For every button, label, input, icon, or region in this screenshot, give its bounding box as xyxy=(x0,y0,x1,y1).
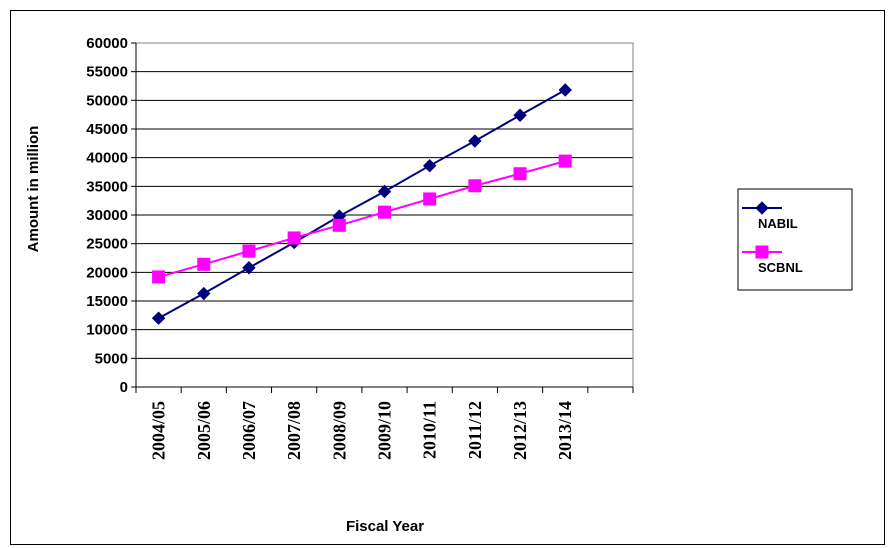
data-point-diamond xyxy=(197,286,211,301)
data-point-diamond xyxy=(377,184,392,199)
x-axis-title: Fiscal Year xyxy=(346,518,424,535)
data-point-diamond xyxy=(558,83,572,97)
x-tick-label: 2005/06 xyxy=(194,401,214,460)
line-chart: 0 5000 10000 15000 20000 25000 30000 35000 40000… xyxy=(25,35,853,535)
data-point-square xyxy=(152,270,166,284)
data-point-square xyxy=(423,192,437,206)
y-tick-label: 25000 xyxy=(86,236,128,253)
x-tick-label: 2009/10 xyxy=(375,401,395,460)
data-point-diamond xyxy=(151,311,166,325)
x-tick-label: 2012/13 xyxy=(510,401,530,460)
y-tick-label: 60000 xyxy=(86,35,128,52)
data-point-square xyxy=(287,231,301,245)
legend-marker-diamond xyxy=(755,201,769,215)
legend-entries: NABIL SCBNL xyxy=(742,201,803,275)
data-point-square xyxy=(242,244,256,258)
x-tick-label: 2011/12 xyxy=(465,401,485,459)
x-tick-label: 2010/11 xyxy=(420,401,440,459)
x-tick-label: 2007/08 xyxy=(284,401,304,460)
legend: NABIL SCBNL xyxy=(737,188,853,291)
legend-box xyxy=(737,188,853,291)
series xyxy=(151,83,572,325)
series-line xyxy=(158,160,566,278)
y-tick-label: 55000 xyxy=(86,64,128,81)
data-point-diamond xyxy=(242,261,256,275)
legend-marker-square xyxy=(755,245,769,259)
y-tick-label: 20000 xyxy=(86,264,128,281)
data-point-square xyxy=(197,257,211,271)
y-axis-title: Amount in million xyxy=(25,126,42,253)
data-point-square xyxy=(378,205,391,219)
y-tick-label: 35000 xyxy=(86,178,128,195)
chart-frame: 0 5000 10000 15000 20000 25000 30000 35000 40000… xyxy=(10,10,885,545)
x-tick-labels: 2004/05 2005/06 2006/07 2007/08 2008/09 2009/… xyxy=(149,401,576,460)
series-scbnl xyxy=(152,154,572,284)
legend-entry: NABIL xyxy=(742,201,798,231)
data-point-diamond xyxy=(468,134,482,148)
y-tick-label: 50000 xyxy=(86,92,128,109)
y-tick-label: 15000 xyxy=(86,293,128,310)
x-tick-label: 2013/14 xyxy=(555,401,575,460)
data-point-square xyxy=(558,154,572,168)
gridlines xyxy=(136,42,633,359)
axes xyxy=(131,42,634,393)
series-line xyxy=(158,89,566,320)
legend-label: SCBNL xyxy=(758,260,803,275)
y-tick-label: 40000 xyxy=(86,150,128,167)
y-tick-label: 10000 xyxy=(86,322,128,339)
x-tick-label: 2004/05 xyxy=(149,401,169,460)
y-tick-labels: 0 5000 10000 15000 20000 25000 30000 35000 40000… xyxy=(86,35,128,396)
y-tick-label: 45000 xyxy=(86,121,128,138)
data-point-diamond xyxy=(513,108,527,122)
data-point-square xyxy=(513,167,527,181)
data-point-square xyxy=(468,179,482,193)
x-tick-label: 2008/09 xyxy=(329,401,349,460)
y-tick-label: 5000 xyxy=(95,350,128,367)
legend-entry: SCBNL xyxy=(742,245,803,275)
data-point-diamond xyxy=(422,158,437,173)
x-tick-label: 2006/07 xyxy=(239,401,259,460)
series-nabil xyxy=(151,83,572,325)
legend-label: NABIL xyxy=(758,216,798,231)
y-tick-label: 30000 xyxy=(86,207,128,224)
y-tick-label: 0 xyxy=(120,379,128,396)
data-point-square xyxy=(332,218,346,232)
